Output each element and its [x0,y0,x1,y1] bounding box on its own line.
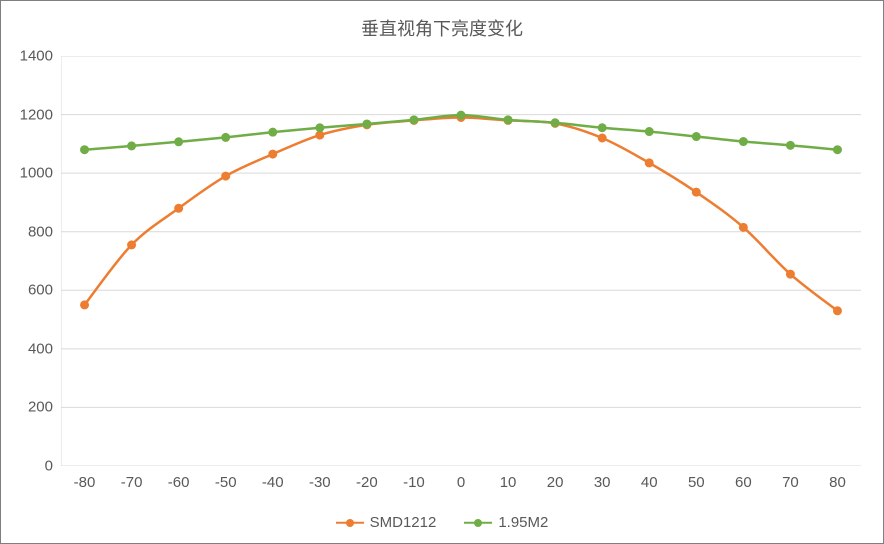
series-marker [786,270,794,278]
x-tick-label: -70 [121,474,143,491]
series-marker [316,124,324,132]
series-marker [645,128,653,136]
series-marker [786,141,794,149]
series-marker [128,142,136,150]
legend-swatch [336,517,364,529]
x-tick-label: 20 [547,474,564,491]
series-marker [316,131,324,139]
series-marker [175,138,183,146]
series-marker [363,120,371,128]
series-marker [175,204,183,212]
series-marker [551,119,559,127]
series-marker [833,146,841,154]
series-marker [739,223,747,231]
series-marker [598,134,606,142]
x-tick-label: 0 [457,474,465,491]
legend-item: 1.95M2 [464,514,548,531]
legend: SMD1212 1.95M2 [1,514,883,531]
series-marker [645,159,653,167]
series-marker [81,146,89,154]
series-marker [128,241,136,249]
y-tick-label: 800 [3,223,53,240]
legend-label: SMD1212 [370,514,437,531]
series-marker [692,133,700,141]
y-tick-label: 200 [3,399,53,416]
y-tick-label: 1000 [3,165,53,182]
x-tick-label: 80 [829,474,846,491]
legend-swatch [464,517,492,529]
x-tick-label: -50 [215,474,237,491]
series-marker [457,111,465,119]
series-marker [692,188,700,196]
series-marker [222,133,230,141]
chart-title: 垂直视角下亮度变化 [1,15,883,41]
series-marker [269,128,277,136]
series-line [85,118,838,311]
y-tick-label: 1200 [3,106,53,123]
y-tick-label: 0 [3,458,53,475]
series-marker [269,150,277,158]
x-tick-label: 30 [594,474,611,491]
x-tick-label: -60 [168,474,190,491]
x-tick-label: -10 [403,474,425,491]
series-marker [410,116,418,124]
x-tick-label: -80 [74,474,96,491]
series-marker [833,307,841,315]
x-tick-label: -20 [356,474,378,491]
legend-item: SMD1212 [336,514,437,531]
y-tick-label: 1400 [3,48,53,65]
x-tick-label: -40 [262,474,284,491]
series-marker [504,116,512,124]
series-marker [222,172,230,180]
series-marker [81,301,89,309]
x-tick-label: 40 [641,474,658,491]
x-tick-label: 50 [688,474,705,491]
y-tick-label: 400 [3,340,53,357]
y-tick-label: 600 [3,282,53,299]
x-tick-label: -30 [309,474,331,491]
legend-label: 1.95M2 [498,514,548,531]
series-marker [739,138,747,146]
x-tick-label: 70 [782,474,799,491]
x-tick-label: 60 [735,474,752,491]
series-marker [598,124,606,132]
x-tick-label: 10 [500,474,517,491]
plot-area [61,56,861,466]
chart-container: 垂直视角下亮度变化 SMD12121.95M2 0200400600800100… [0,0,884,544]
